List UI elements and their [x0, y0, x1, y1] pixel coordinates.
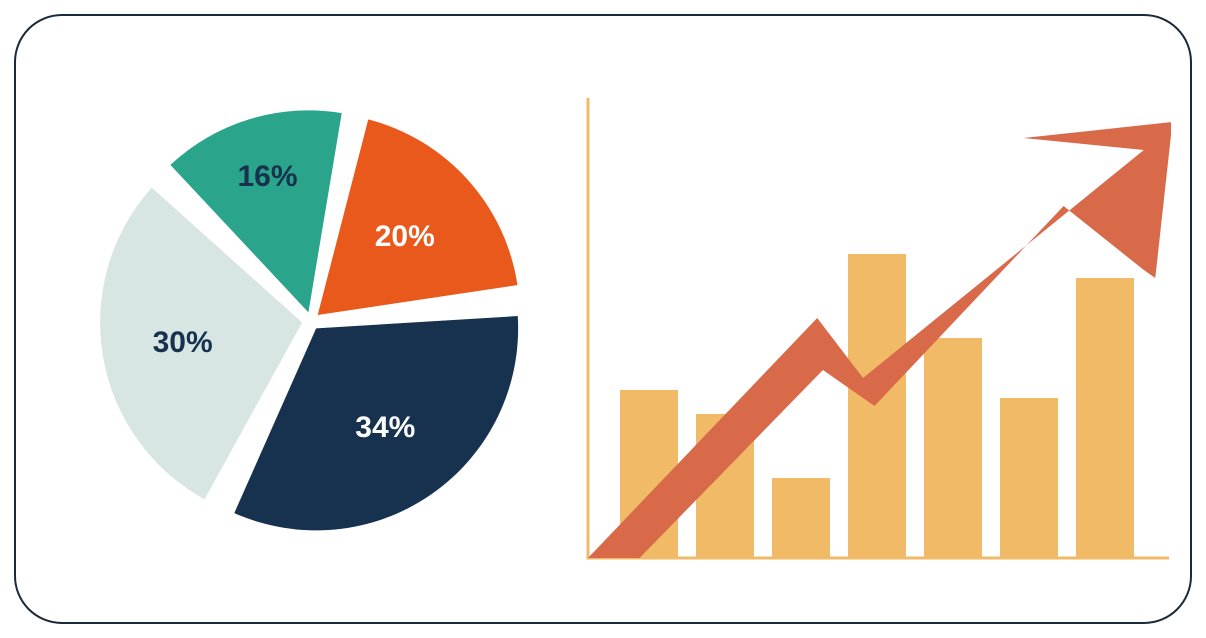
- bar-chart: [576, 86, 1171, 576]
- bar-chart-svg: [576, 86, 1171, 576]
- bar-3: [848, 254, 906, 558]
- pie-slice-label-3: 16%: [237, 160, 297, 194]
- pie-slice-label-0: 20%: [375, 220, 435, 254]
- bar-6: [1076, 278, 1134, 558]
- bar-4: [924, 338, 982, 558]
- pie-chart: 20% 34% 30% 16%: [96, 106, 526, 536]
- bar-2: [772, 478, 830, 558]
- bar-5: [1000, 398, 1058, 558]
- pie-slice-0: [318, 119, 518, 315]
- infographic-frame: 20% 34% 30% 16%: [14, 14, 1192, 624]
- pie-slice-label-1: 34%: [355, 411, 415, 445]
- pie-chart-svg: [96, 106, 526, 536]
- pie-slice-label-2: 30%: [153, 326, 213, 360]
